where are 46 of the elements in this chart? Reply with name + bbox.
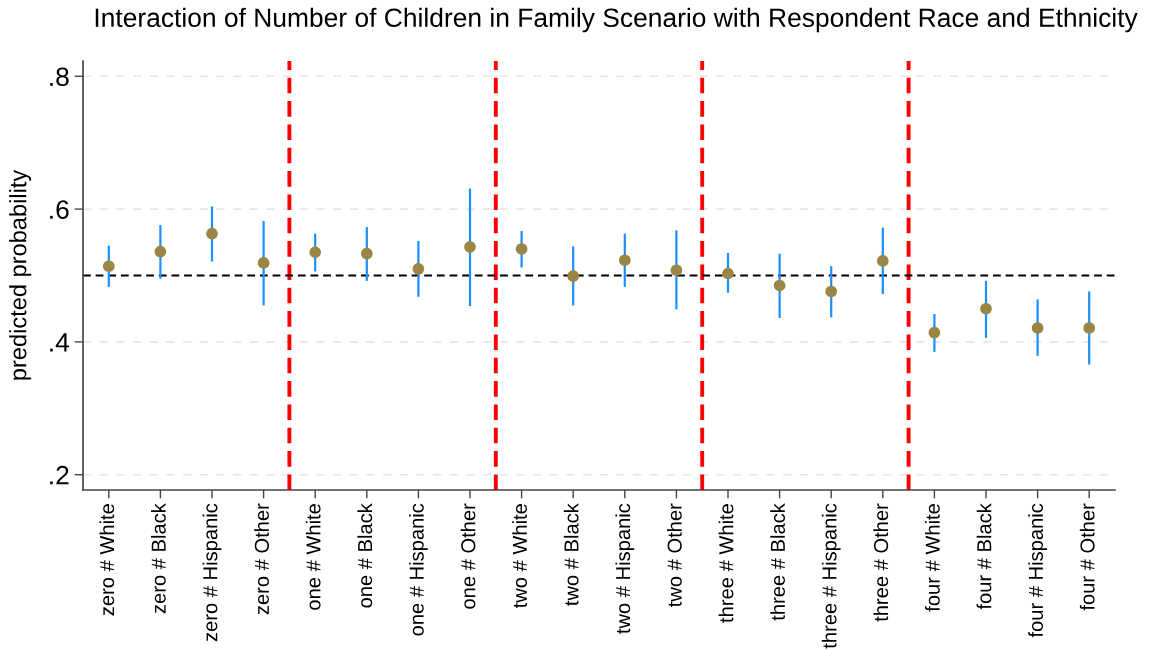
point (1031, 322, 1044, 334)
y-tick-label: .8 (50, 67, 69, 87)
x-tick-label: four # Black (976, 503, 992, 610)
y-tick-label: .4 (50, 333, 70, 352)
x-tick-label: zero # White (99, 504, 115, 616)
y-tick-label: .6 (50, 200, 69, 219)
x-tick-label: three # Black (770, 503, 786, 621)
x-tick-label: zero # Black (151, 503, 166, 614)
x-tick-label: zero # Other (254, 503, 270, 615)
x-tick-label: two # Hispanic (615, 503, 635, 634)
point (257, 257, 270, 269)
x-tick-label: one # Other (460, 503, 476, 609)
point (825, 285, 838, 298)
point (722, 267, 734, 280)
x-tick-label: one # Hispanic (409, 503, 428, 636)
x-tick-label: one # Black (357, 503, 373, 608)
point (515, 243, 528, 255)
x-tick-label: three # Other (873, 503, 889, 622)
point (773, 279, 786, 292)
point (876, 255, 889, 267)
x-tick-label: two # White (512, 504, 528, 609)
y-tick-label: .2 (50, 465, 69, 485)
point (670, 264, 683, 276)
point (464, 241, 476, 253)
chart-title: Interaction of Number of Children in Family Scenario with Respondent Race and Ethnicity (95, 7, 1138, 33)
point (567, 270, 580, 282)
point (412, 263, 425, 275)
x-tick-label: four # Other (1079, 503, 1095, 611)
y-axis-title: predicted probability (9, 169, 32, 380)
x-tick-label: two # Other (667, 503, 682, 607)
x-tick-label: zero # Hispanic (202, 503, 222, 642)
point (1083, 322, 1096, 334)
point (206, 227, 218, 240)
x-tick-label: three # Hispanic (821, 503, 841, 649)
x-tick-label: three # White (718, 504, 734, 623)
x-tick-label: one # White (305, 504, 321, 610)
point (309, 246, 322, 259)
point (154, 245, 167, 258)
x-tick-label: four # Hispanic (1028, 503, 1047, 638)
point (360, 247, 373, 260)
point (980, 302, 992, 315)
x-tick-label: four # White (925, 504, 940, 612)
x-tick-label: two # Black (563, 503, 579, 606)
point (928, 326, 941, 339)
point (102, 260, 115, 273)
point (618, 254, 631, 267)
